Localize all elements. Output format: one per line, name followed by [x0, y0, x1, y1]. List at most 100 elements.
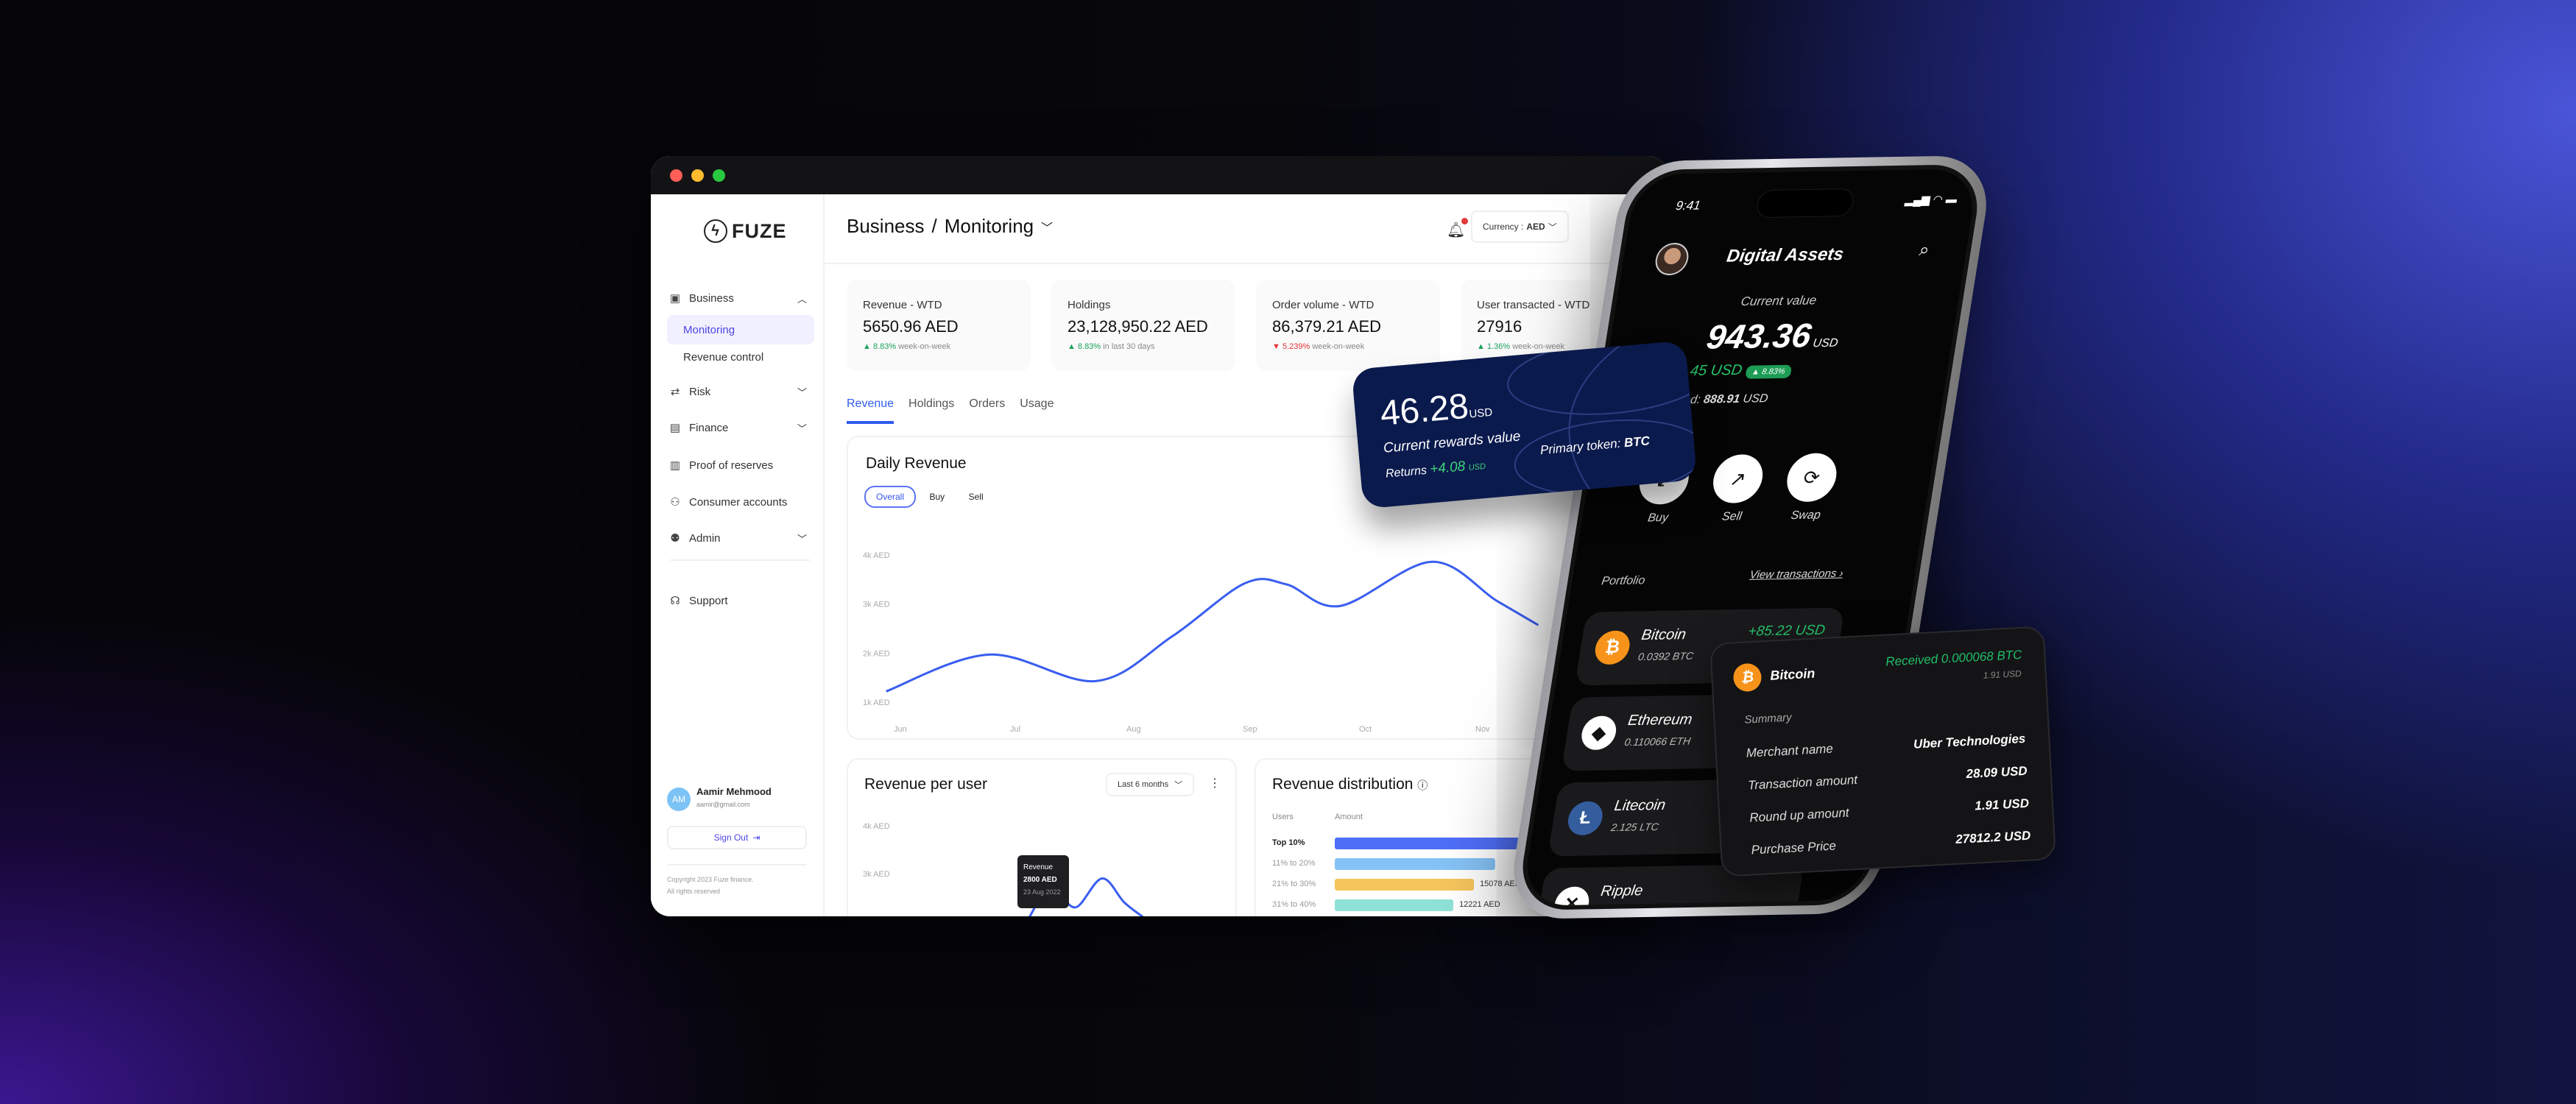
current-value-currency: USD: [1812, 336, 1839, 350]
sidebar-item-monitoring[interactable]: Monitoring: [667, 315, 814, 344]
sidebar-item-label: Monitoring: [683, 323, 735, 336]
coin-name: Ripple: [1599, 882, 1645, 900]
trend-up-icon: ▲: [863, 342, 871, 351]
coin-name: Litecoin: [1613, 796, 1667, 815]
returns-value: +4.08: [1429, 459, 1467, 478]
summary-key: Merchant name: [1746, 741, 1834, 760]
stat-value: 86,379.21 AED: [1272, 317, 1382, 336]
y-tick-label: 2k AED: [863, 649, 890, 658]
tab-orders[interactable]: Orders: [969, 397, 1006, 410]
stat-change-pct: 8.83%: [1077, 342, 1101, 351]
sell-button[interactable]: ↗: [1709, 453, 1766, 504]
filter-sell[interactable]: Sell: [968, 492, 984, 502]
filter-overall[interactable]: Overall: [864, 486, 917, 508]
x-tick-label: Jun: [894, 725, 907, 734]
sidebar: ϟ FUZE ▣ Business ︿ Monitoring Revenue cont…: [651, 194, 825, 916]
sidebar-item-consumer-accounts[interactable]: ⚇ Consumer accounts: [667, 488, 814, 516]
breadcrumb-current[interactable]: Monitoring: [944, 215, 1034, 237]
sidebar-item-label: Finance: [689, 421, 729, 434]
chevron-up-icon: ︿: [797, 293, 807, 305]
stat-period: week-on-week: [1312, 342, 1365, 351]
sidebar-item-business[interactable]: ▣ Business ︿: [667, 284, 814, 312]
sidebar-item-risk[interactable]: ⇄ Risk ﹀: [667, 378, 814, 406]
trend-up-icon: ▲: [1477, 342, 1485, 351]
stat-change: ▲ 8.83% in last 30 days: [1068, 342, 1219, 351]
notification-badge: [1461, 218, 1469, 224]
received-usd: 1.91 USD: [1983, 668, 2022, 681]
returns-currency: USD: [1468, 461, 1486, 473]
chart-tooltip: Revenue 2800 AED 23 Aug 2022: [1017, 855, 1069, 908]
view-transactions-link[interactable]: View transactions ›: [1748, 567, 1845, 581]
sidebar-item-label: Risk: [689, 385, 711, 398]
trend-up-icon: ▲: [1068, 342, 1076, 351]
close-window-button[interactable]: [670, 169, 682, 182]
sidebar-item-finance[interactable]: ▤ Finance ﹀: [667, 414, 814, 442]
primary-token-value: BTC: [1623, 434, 1651, 450]
x-tick-label: Oct: [1359, 725, 1372, 734]
minimize-window-button[interactable]: [691, 169, 704, 182]
summary-value: 27812.2 USD: [1955, 828, 2031, 846]
filter-buy[interactable]: Buy: [929, 492, 945, 502]
column-amount: Amount: [1335, 813, 1363, 821]
x-tick-label: Sep: [1243, 725, 1257, 734]
swap-button[interactable]: ⟳: [1783, 453, 1841, 503]
summary-key: Transaction amount: [1747, 772, 1858, 793]
y-tick-label: 1k AED: [863, 698, 890, 707]
breadcrumb-root[interactable]: Business: [847, 215, 925, 237]
summary-value: 1.91 USD: [1974, 796, 2030, 813]
stat-card: Holdings 23,128,950.22 AED ▲ 8.83% in la…: [1051, 280, 1235, 371]
summary-row: Round up amount 1.91 USD: [1749, 796, 2030, 826]
coin-name: Bitcoin: [1640, 626, 1687, 644]
admin-icon: ⚉: [670, 532, 680, 545]
trend-down-icon: ▼: [1272, 342, 1280, 351]
tab-usage[interactable]: Usage: [1020, 397, 1054, 410]
sidebar-item-support[interactable]: ☊ Support: [667, 587, 814, 615]
coin-amount: 0.0392 BTC: [1637, 649, 1695, 663]
summary-value: Uber Technologies: [1913, 731, 2026, 751]
distribution-bar[interactable]: [1335, 858, 1495, 870]
stat-title: Order volume - WTD: [1272, 299, 1375, 311]
document-icon: ▥: [669, 459, 681, 472]
distribution-bar[interactable]: [1335, 879, 1475, 891]
stat-period: in last 30 days: [1103, 342, 1155, 351]
currency-label: Currency :: [1483, 222, 1524, 232]
coin-amount: 157.20 XRP: [1597, 906, 1654, 910]
distribution-row: 11% to 20%: [1256, 857, 1668, 871]
distribution-bar[interactable]: [1335, 899, 1454, 911]
tooltip-label: Revenue: [1023, 863, 1054, 871]
tab-holdings[interactable]: Holdings: [908, 397, 955, 410]
chevron-down-icon[interactable]: ﹀: [1041, 222, 1054, 235]
sidebar-item-label: Consumer accounts: [689, 495, 788, 509]
currency-select[interactable]: Currency : AED ﹀: [1471, 210, 1569, 243]
monitor-icon: ▣: [669, 292, 681, 305]
maximize-window-button[interactable]: [713, 169, 725, 182]
range-select[interactable]: Last 6 months ﹀: [1106, 773, 1195, 796]
notification-bell-icon[interactable]: 🔔︎: [1447, 218, 1469, 239]
tooltip-value: 2800 AED: [1023, 876, 1057, 884]
rights: All rights reserved: [667, 888, 721, 895]
invested-currency: USD: [1742, 392, 1769, 406]
stat-change: ▲ 1.36% week-on-week: [1477, 342, 1628, 351]
sidebar-item-proof-of-reserves[interactable]: ▥ Proof of reserves: [667, 451, 814, 479]
fuze-logo[interactable]: ϟ FUZE: [704, 219, 787, 243]
bolt-icon: ϟ: [704, 219, 727, 243]
distribution-bar[interactable]: [1335, 838, 1539, 849]
stat-title: Revenue - WTD: [863, 299, 942, 311]
revenue-line: [886, 560, 1539, 693]
summary-key: Round up amount: [1748, 805, 1849, 825]
sidebar-item-admin[interactable]: ⚉ Admin ﹀: [667, 524, 814, 552]
search-icon[interactable]: ⌕: [1917, 239, 1931, 261]
stat-change: ▲ 8.83% week-on-week: [863, 342, 1014, 351]
info-icon[interactable]: ⓘ: [1417, 779, 1428, 791]
tab-revenue[interactable]: Revenue: [847, 397, 894, 424]
sidebar-item-revenue-control[interactable]: Revenue control: [667, 343, 814, 371]
status-icons: ▂▄▆ ◠ ▬: [1904, 193, 1958, 207]
rewards-card: 46.28USD Current rewards value Returns +…: [1351, 340, 1698, 509]
dynamic-island: [1754, 188, 1856, 219]
bar-value-label: 12221 AED: [1459, 900, 1500, 909]
column-users: Users: [1272, 813, 1294, 821]
sign-out-button[interactable]: Sign Out ⇥: [667, 826, 807, 849]
more-options-icon[interactable]: ⋮: [1209, 777, 1221, 790]
profile-avatar[interactable]: [1653, 242, 1691, 276]
revenue-per-user-card: Revenue per user Last 6 months ﹀ ⋮ 3k AED…: [847, 758, 1237, 916]
